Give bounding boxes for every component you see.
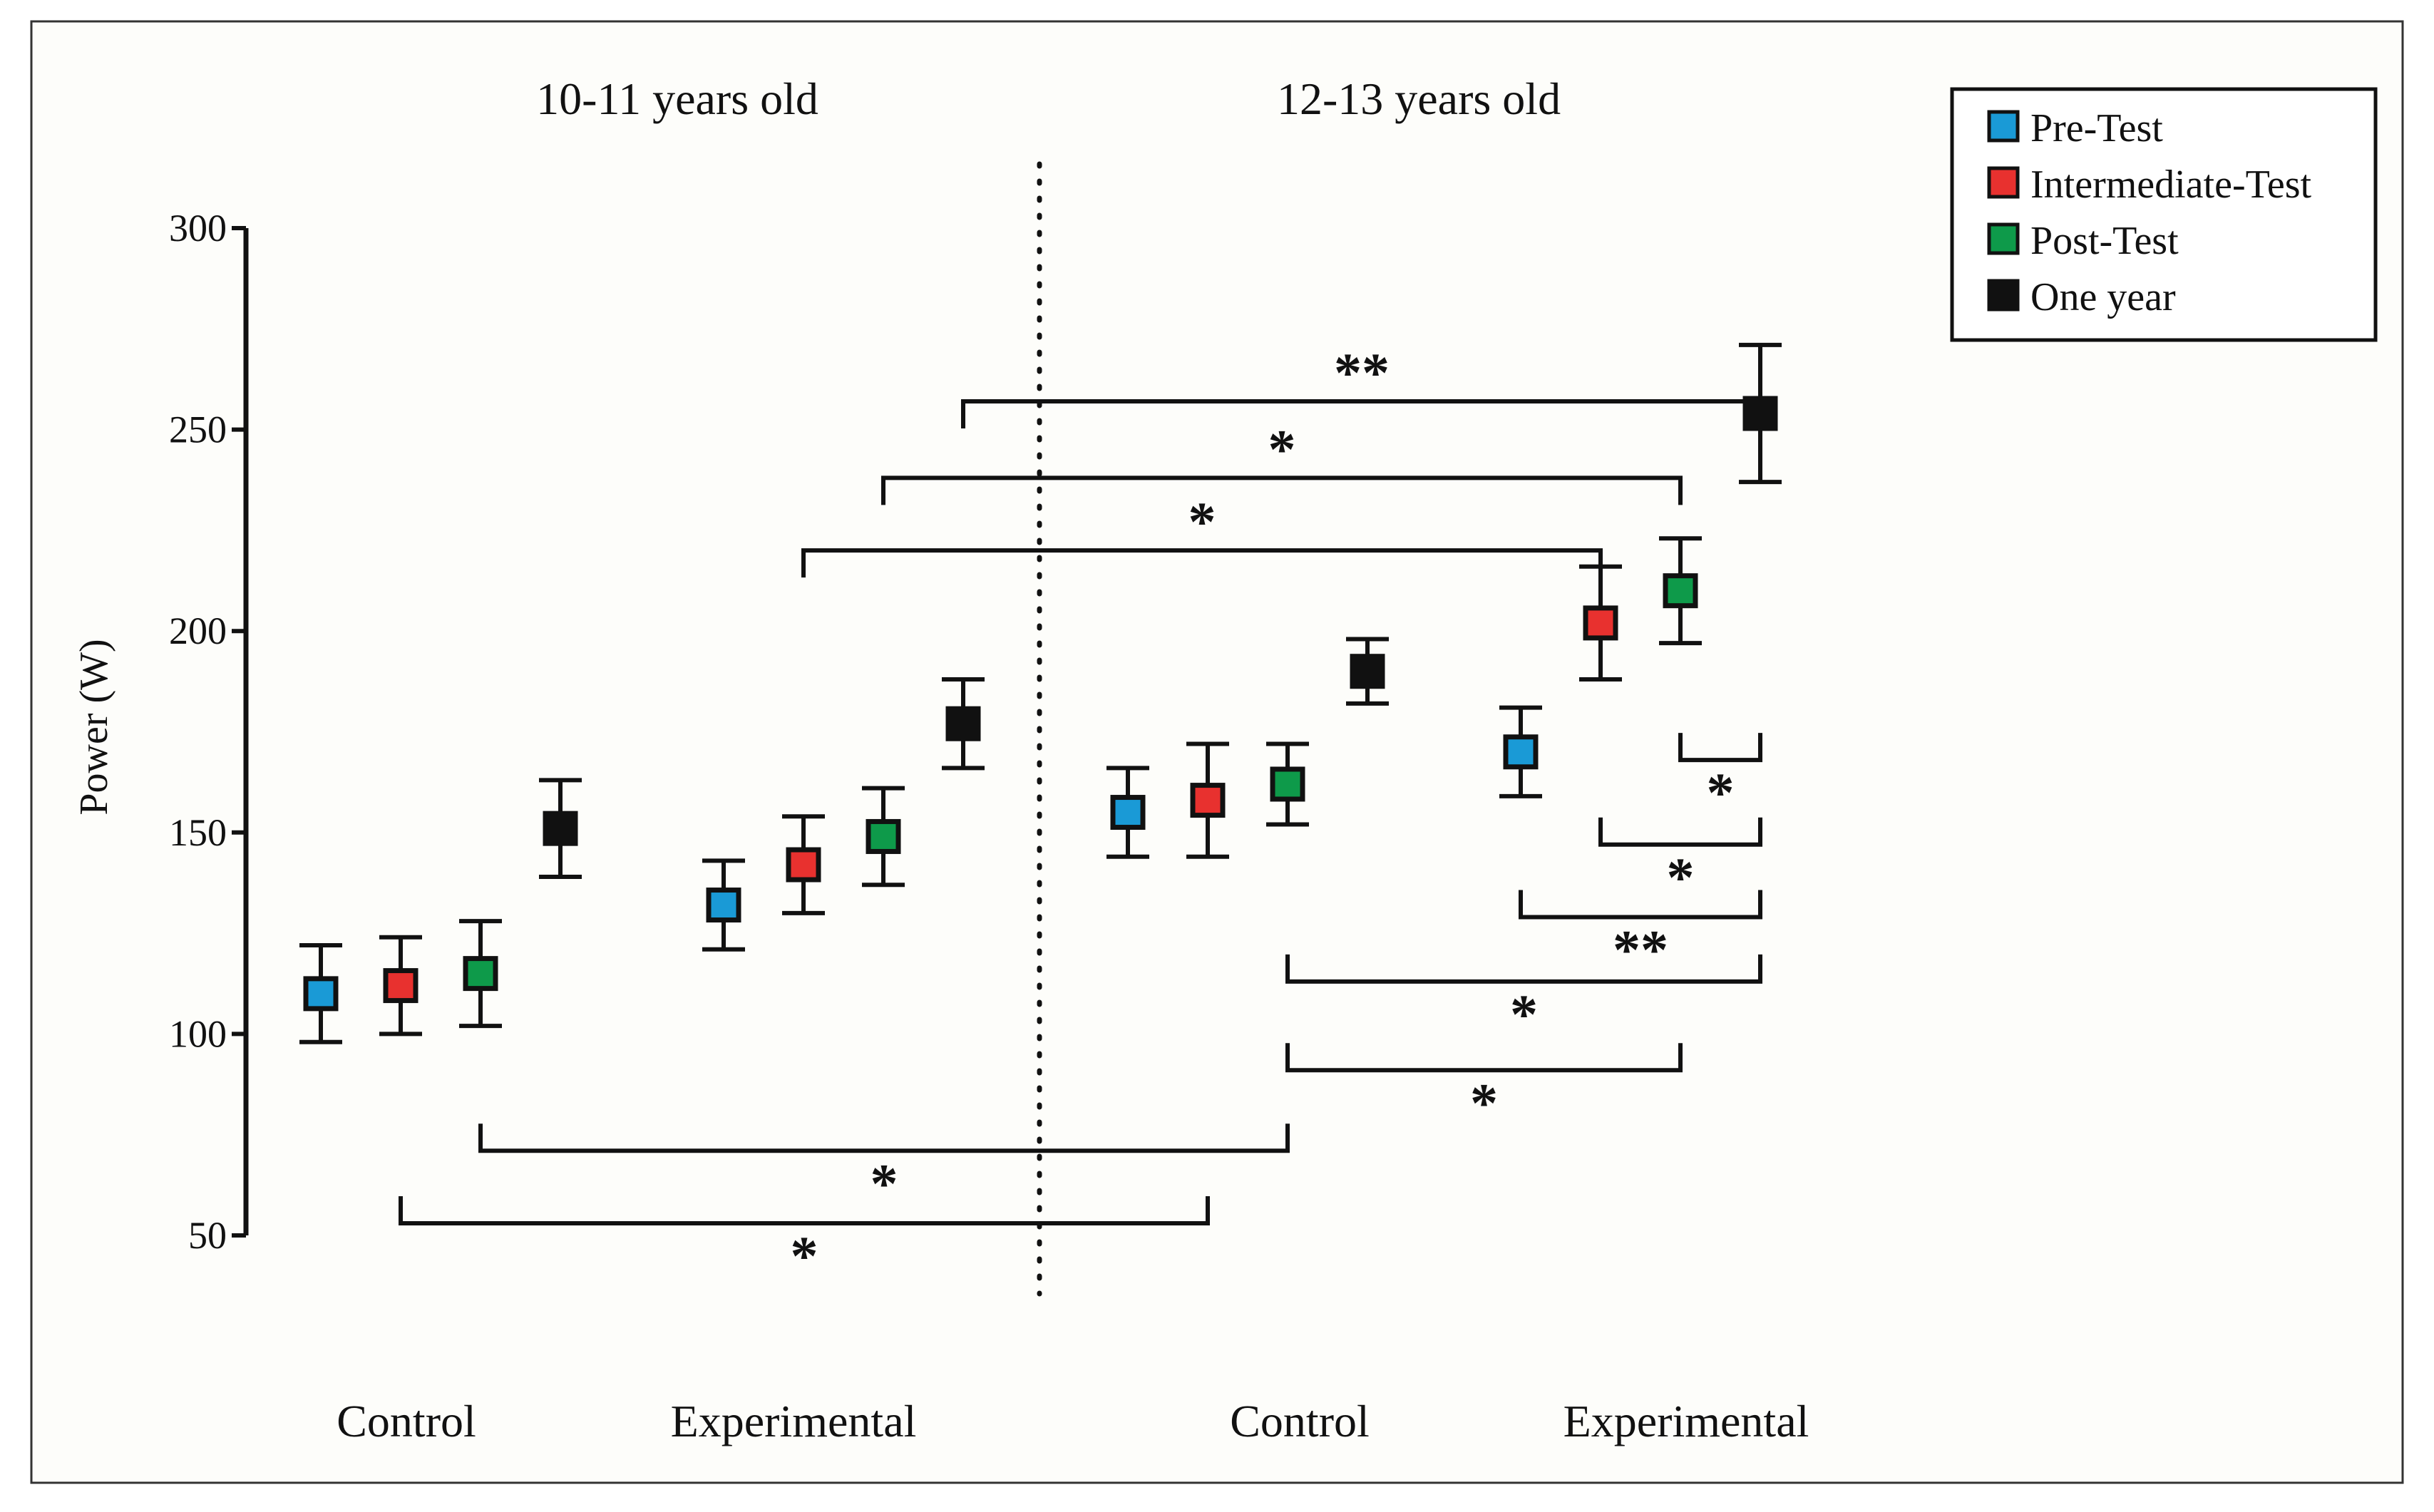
marker-one_year-group-3 (1350, 654, 1385, 689)
significance-bracket-10 (399, 1196, 1210, 1226)
marker-pre-group-2 (706, 888, 741, 923)
significance-bracket-9 (478, 1123, 1290, 1153)
point-inter-group-3 (1186, 741, 1229, 859)
y-tick-label-100: 100 (169, 1012, 227, 1055)
age-title-10-11: 10-11 years old (536, 73, 818, 124)
marker-post-group-3 (1270, 766, 1305, 802)
point-post-group-3 (1266, 741, 1309, 827)
y-tick-label-150: 150 (169, 811, 227, 854)
point-one_year-group-2 (942, 677, 985, 771)
significance-bracket-3 (801, 548, 1603, 578)
marker-inter-group-1 (383, 968, 418, 1004)
y-tick-label-50: 50 (188, 1214, 227, 1257)
point-pre-group-2 (702, 858, 745, 952)
marker-pre-group-3 (1110, 795, 1146, 830)
significance-label-3: * (1188, 490, 1216, 552)
point-pre-group-4 (1499, 705, 1542, 798)
point-inter-group-4 (1579, 564, 1622, 682)
marker-post-group-1 (463, 956, 498, 992)
significance-bracket-5 (1598, 817, 1762, 847)
point-post-group-1 (459, 919, 502, 1029)
legend-label-post-test: Post-Test (2030, 219, 2179, 263)
y-tick-label-250: 250 (169, 408, 227, 451)
point-post-group-2 (862, 786, 905, 888)
point-one_year-group-1 (539, 778, 582, 879)
marker-inter-group-4 (1583, 605, 1618, 641)
significance-label-8: * (1470, 1071, 1498, 1133)
data-points (299, 342, 1782, 1044)
significance-bracket-7 (1285, 954, 1762, 984)
legend-swatch-one-year (1987, 279, 2020, 312)
significance-label-4: * (1707, 761, 1735, 823)
marker-pre-group-1 (303, 976, 339, 1012)
significance-bracket-8 (1285, 1043, 1683, 1073)
marker-one_year-group-2 (945, 706, 981, 741)
y-tick-label-200: 200 (169, 610, 227, 652)
marker-one_year-group-4 (1742, 396, 1778, 431)
group-label-control-12-13: Control (1230, 1396, 1370, 1446)
legend-box (1950, 87, 2378, 342)
significance-brackets: ************ (399, 341, 1762, 1287)
point-inter-group-1 (379, 935, 422, 1037)
legend-label-intermediate-test: Intermediate-Test (2030, 163, 2312, 207)
marker-post-group-4 (1663, 573, 1698, 609)
group-label-experimental-12-13: Experimental (1563, 1396, 1809, 1446)
marker-inter-group-2 (786, 847, 821, 883)
point-pre-group-3 (1106, 766, 1149, 859)
legend: Pre-Test Intermediate-Test Post-Test One… (1950, 87, 2378, 342)
significance-bracket-2 (881, 475, 1683, 505)
y-tick-label-300: 300 (169, 207, 227, 250)
significance-label-5: * (1667, 846, 1695, 908)
y-ticks: 50 100 150 200 250 300 (169, 207, 246, 1257)
marker-pre-group-4 (1503, 734, 1539, 770)
legend-swatch-intermediate-test (1987, 166, 2020, 199)
y-axis-label: Power (W) (72, 639, 116, 815)
significance-bracket-6 (1519, 890, 1762, 920)
legend-swatch-pre-test (1987, 110, 2020, 143)
marker-one_year-group-1 (543, 811, 578, 846)
significance-label-6: ** (1613, 918, 1668, 980)
point-inter-group-2 (782, 814, 825, 915)
marker-inter-group-3 (1190, 783, 1226, 818)
significance-label-7: * (1510, 983, 1538, 1045)
age-title-12-13: 12-13 years old (1277, 73, 1561, 124)
marker-post-group-2 (866, 818, 901, 854)
point-one_year-group-4 (1739, 342, 1782, 485)
point-one_year-group-3 (1346, 637, 1389, 706)
point-post-group-4 (1659, 536, 1702, 646)
significance-label-9: * (871, 1152, 898, 1214)
y-axis: 50 100 150 200 250 300 Power (W) (72, 207, 249, 1257)
significance-label-1: ** (1334, 341, 1390, 403)
legend-label-pre-test: Pre-Test (2030, 106, 2163, 150)
group-label-experimental-10-11: Experimental (671, 1396, 917, 1446)
legend-label-one-year: One year (2030, 275, 2176, 319)
legend-swatch-post-test (1987, 222, 2020, 255)
significance-label-10: * (791, 1225, 818, 1287)
significance-label-2: * (1268, 418, 1296, 480)
group-label-control-10-11: Control (337, 1396, 476, 1446)
significance-bracket-4 (1678, 733, 1762, 763)
point-pre-group-1 (299, 943, 342, 1044)
